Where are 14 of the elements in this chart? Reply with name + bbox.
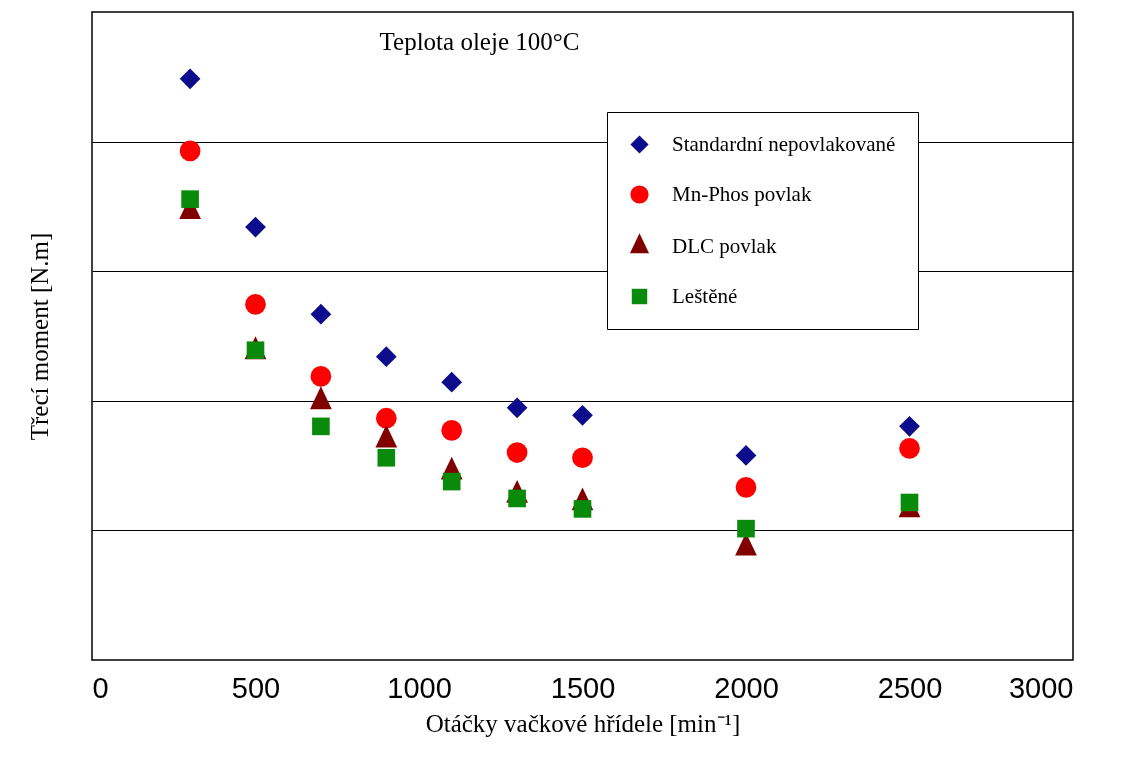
x-axis-title: Otáčky vačkové hřídele [min⁻¹] bbox=[425, 709, 741, 737]
text: Teplota oleje 100°C bbox=[379, 28, 580, 55]
y-axis-title: Třecí moment [N.m] bbox=[25, 232, 53, 441]
legend-label: Mn-Phos povlak bbox=[672, 181, 812, 206]
legend-label: DLC povlak bbox=[672, 233, 777, 258]
x-tick-label: 1500 bbox=[550, 671, 616, 704]
x-tick-label: 1000 bbox=[387, 671, 452, 704]
x-tick-label: 2500 bbox=[877, 671, 943, 704]
x-tick-label: 500 bbox=[231, 671, 281, 704]
x-tick-label: 3000 bbox=[1008, 671, 1074, 704]
x-tick-label: 0 bbox=[92, 671, 109, 704]
legend-label: Standardní nepovlakované bbox=[672, 131, 896, 156]
x-tick-label: 2000 bbox=[714, 671, 779, 704]
legend-label: Leštěné bbox=[672, 283, 738, 308]
